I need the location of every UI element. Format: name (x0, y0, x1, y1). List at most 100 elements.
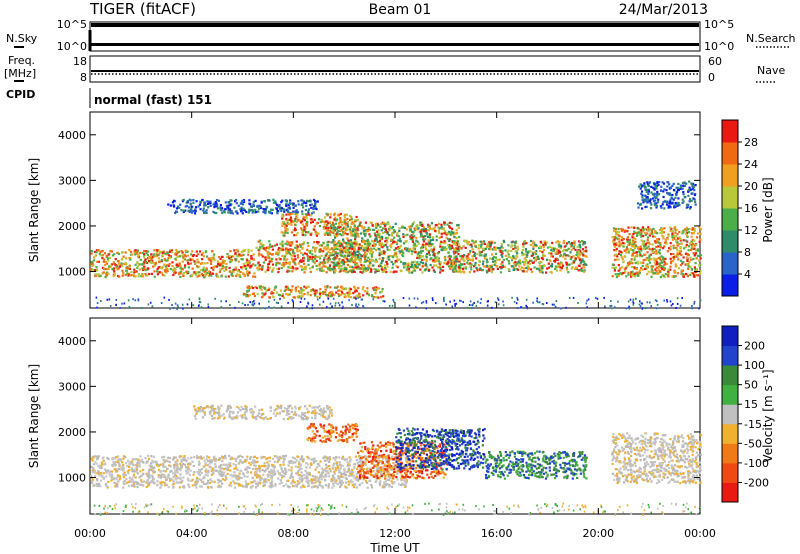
heatmap-cell (149, 261, 152, 264)
heatmap-cell (638, 233, 641, 236)
heatmap-cell (328, 248, 331, 251)
heatmap-cell (258, 302, 260, 305)
heatmap-cell (211, 272, 214, 275)
heatmap-cell (663, 260, 666, 263)
heatmap-cell (205, 211, 208, 215)
heatmap-cell (154, 263, 157, 266)
heatmap-cell (631, 254, 634, 257)
heatmap-cell (676, 237, 680, 240)
heatmap-cell (341, 292, 344, 295)
heatmap-cell (300, 199, 303, 202)
heatmap-cell (108, 265, 111, 268)
heatmap-cell (350, 250, 353, 253)
heatmap-cell (415, 239, 418, 242)
heatmap-cell (453, 269, 456, 272)
heatmap-cell (323, 285, 327, 288)
heatmap-cell (420, 230, 423, 233)
heatmap-cell (689, 273, 692, 276)
heatmap-cell (391, 232, 394, 235)
heatmap-cell (570, 244, 573, 247)
heatmap-cell (386, 257, 389, 260)
heatmap-cell (328, 221, 332, 224)
heatmap-cell (685, 256, 689, 260)
heatmap-cell (249, 286, 252, 289)
heatmap-cell (543, 254, 546, 257)
heatmap-cell (98, 275, 101, 278)
heatmap-cell (315, 289, 318, 292)
heatmap-cell (218, 457, 221, 460)
heatmap-cell (174, 257, 177, 260)
heatmap-cell (258, 267, 262, 270)
heatmap-cell (562, 239, 566, 243)
heatmap-cell (319, 303, 321, 306)
heatmap-cell (664, 240, 667, 243)
heatmap-cell (292, 202, 295, 205)
heatmap-cell (176, 255, 179, 258)
heatmap-cell (388, 258, 391, 261)
heatmap-cell (345, 243, 348, 246)
heatmap-cell (112, 261, 115, 264)
heatmap-cell (128, 249, 131, 252)
heatmap-cell (671, 236, 674, 239)
heatmap-cell (346, 246, 349, 249)
heatmap-cell (675, 239, 678, 242)
heatmap-cell (192, 304, 195, 307)
heatmap-cell (373, 247, 376, 250)
heatmap-cell (378, 243, 381, 246)
heatmap-cell (284, 231, 287, 234)
heatmap-cell (386, 222, 389, 225)
heatmap-cell (158, 260, 161, 263)
heatmap-cell (263, 293, 266, 296)
heatmap-cell (322, 225, 325, 229)
heatmap-cell (468, 304, 471, 306)
heatmap-cell (341, 245, 344, 248)
heatmap-cell (650, 275, 653, 278)
heatmap-cell (691, 227, 694, 230)
heatmap-cell (491, 248, 495, 251)
heatmap-cell (525, 242, 528, 245)
heatmap-cell (309, 214, 313, 217)
heatmap-cell (579, 262, 582, 265)
heatmap-cell (586, 299, 588, 302)
heatmap-cell (646, 236, 650, 239)
heatmap-cell (497, 297, 499, 300)
heatmap-cell (289, 211, 292, 214)
heatmap-cell (289, 244, 292, 247)
heatmap-cell (168, 464, 171, 467)
heatmap-cell (554, 305, 557, 308)
heatmap-cell (184, 249, 187, 252)
heatmap-cell (332, 293, 335, 296)
heatmap-cell (573, 240, 576, 243)
heatmap-cell (656, 239, 659, 242)
heatmap-cell (532, 241, 535, 245)
heatmap-cell (485, 261, 488, 264)
heatmap-cell (206, 262, 209, 265)
heatmap-cell (400, 226, 403, 229)
heatmap-cell (665, 200, 668, 203)
heatmap-cell (337, 262, 340, 265)
heatmap-cell (127, 274, 130, 277)
heatmap-cell (641, 254, 644, 258)
heatmap-cell (526, 251, 529, 254)
heatmap-cell (674, 205, 677, 208)
heatmap-cell (657, 245, 660, 248)
heatmap-cell (356, 254, 359, 257)
heatmap-cell (338, 213, 341, 216)
heatmap-cell (513, 244, 516, 247)
heatmap-cell (302, 217, 305, 220)
heatmap-cell (428, 268, 431, 271)
heatmap-cell (555, 300, 558, 302)
heatmap-cell (364, 255, 367, 258)
heatmap-cell (641, 198, 644, 201)
heatmap-cell (405, 228, 408, 231)
heatmap-cell (465, 257, 468, 260)
heatmap-cell (244, 267, 247, 270)
heatmap-cell (699, 228, 703, 231)
heatmap-cell (307, 208, 310, 211)
heatmap-cell (95, 266, 98, 269)
heatmap-cell (191, 274, 194, 277)
heatmap-cell (252, 292, 255, 295)
heatmap-cell (182, 209, 185, 212)
heatmap-cell (117, 462, 120, 465)
heatmap-cell (380, 237, 384, 240)
